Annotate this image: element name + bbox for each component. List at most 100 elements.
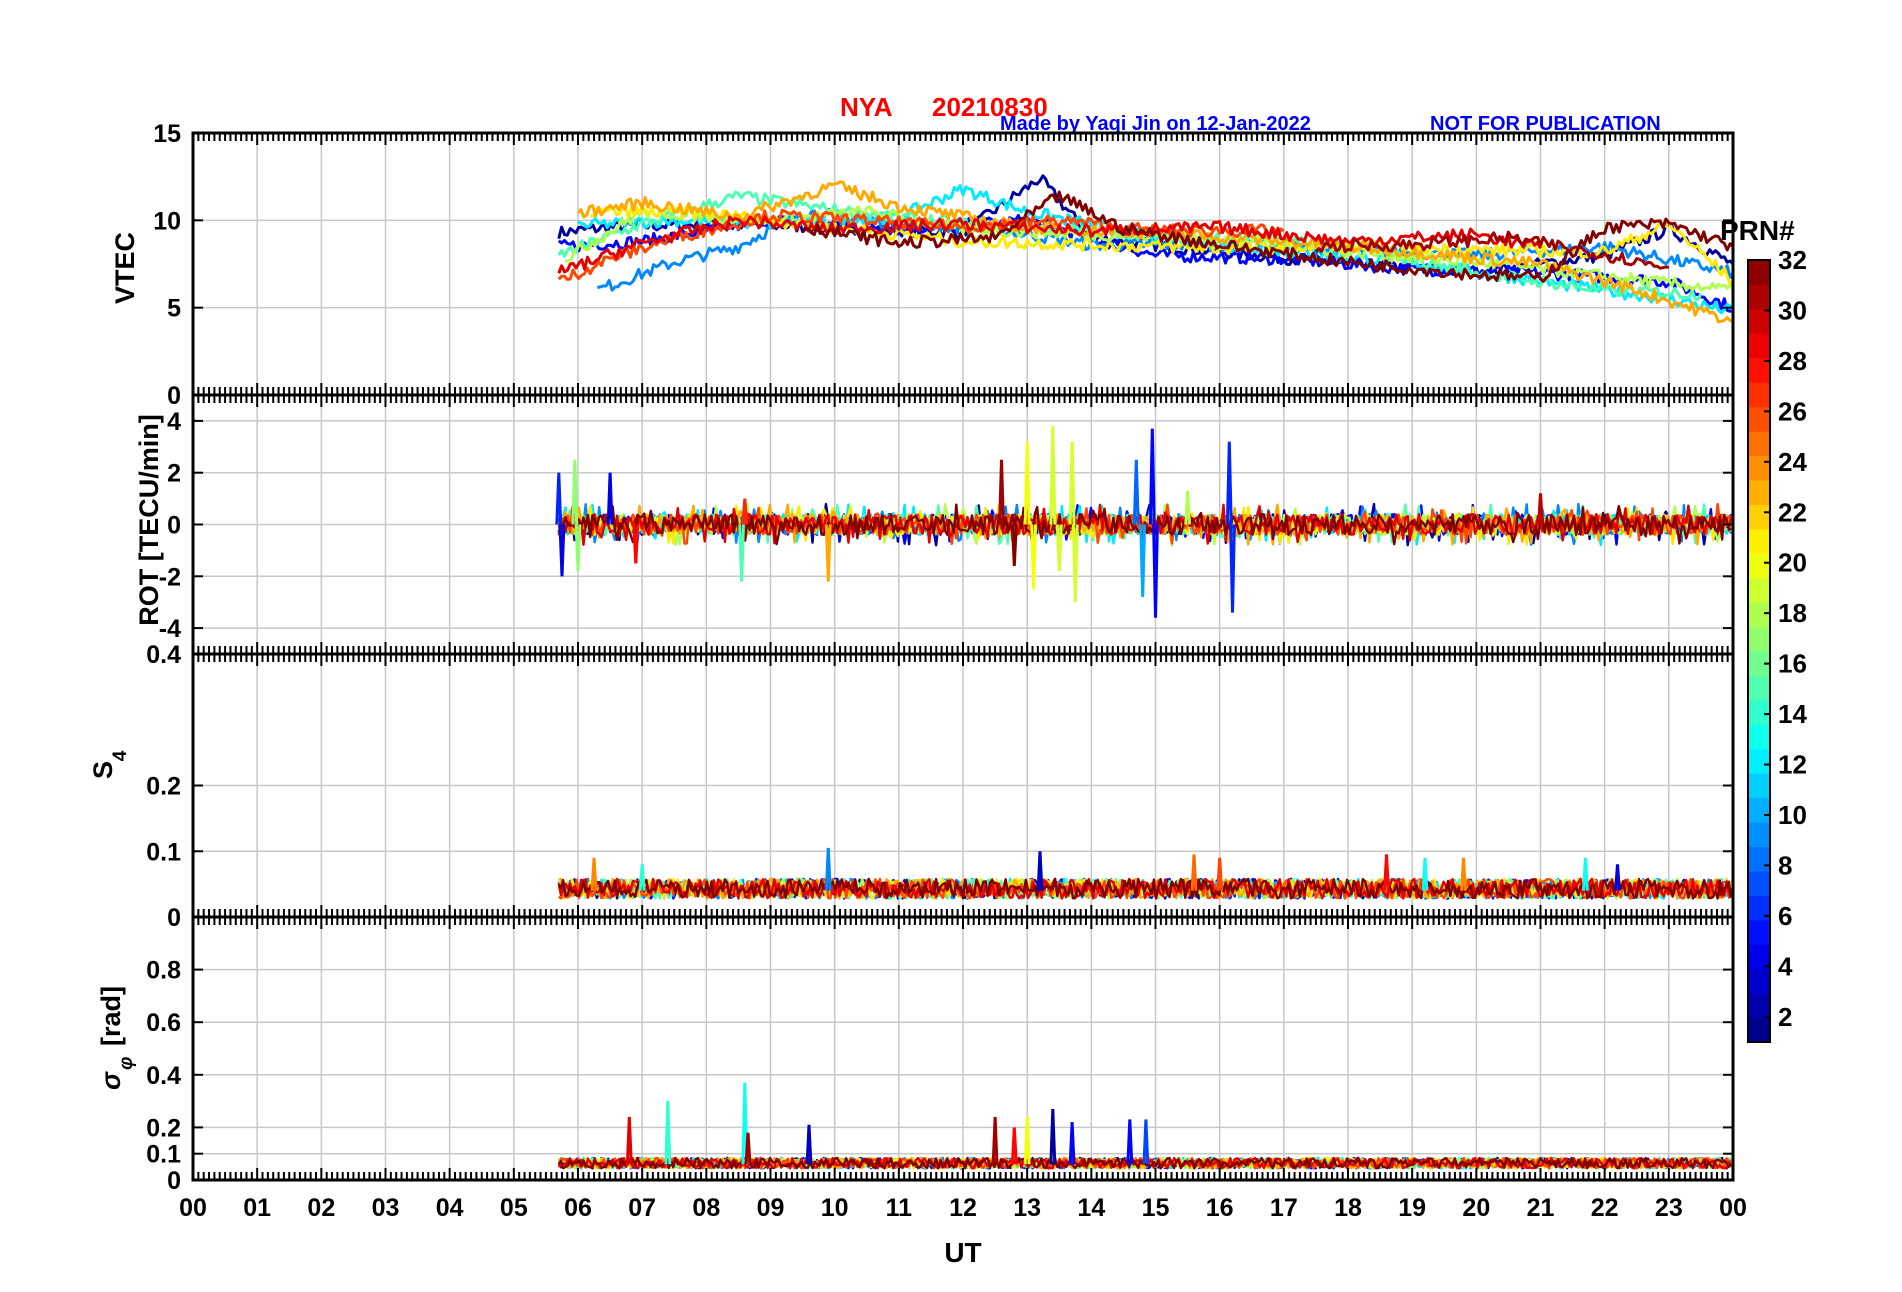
x-tick-label: 18	[1334, 1194, 1362, 1222]
colorbar-segment	[1748, 382, 1770, 408]
rot-spike	[1071, 524, 1079, 603]
sigma-spike	[991, 1116, 999, 1165]
rot-ytick-label: -2	[159, 563, 181, 591]
station-title: NYA	[840, 92, 893, 122]
x-tick-label: 05	[500, 1194, 528, 1222]
x-tick-label: 07	[628, 1194, 656, 1222]
sigma-ytick-label: 0	[167, 1167, 181, 1195]
rot-spike	[1030, 524, 1037, 590]
rot-ylabel: ROT [TECU/min]	[134, 414, 164, 625]
colorbar-tick-label: 8	[1778, 850, 1792, 880]
x-tick-label: 19	[1398, 1194, 1426, 1222]
svg-text:σ: σ	[96, 1071, 126, 1090]
rot-spike	[1068, 441, 1076, 525]
colorbar-segment	[1748, 602, 1770, 628]
x-tick-label: 09	[757, 1194, 785, 1222]
vtec-ytick-label: 15	[153, 120, 181, 148]
x-tick-label: 13	[1013, 1194, 1041, 1222]
vtec-series-prn-21	[590, 205, 1733, 286]
sigma-spike	[805, 1124, 813, 1165]
rot-spike	[1537, 493, 1544, 525]
rot-spike	[1148, 428, 1156, 525]
x-tick-label: 23	[1655, 1194, 1683, 1222]
s4-spike	[1036, 851, 1044, 891]
rot-spike	[1049, 426, 1057, 525]
colorbar-tick-label: 2	[1778, 1002, 1792, 1032]
x-tick-label: 11	[886, 1194, 913, 1222]
colorbar-segment	[1748, 333, 1770, 359]
rot-data	[555, 426, 1733, 618]
svg-text:S: S	[88, 761, 118, 779]
sigma-spike	[1068, 1122, 1076, 1165]
colorbar-segment	[1748, 577, 1770, 603]
colorbar-segment	[1748, 528, 1770, 554]
colorbar-segment	[1748, 260, 1770, 286]
rot-spike	[741, 498, 749, 525]
colorbar-segment	[1748, 895, 1770, 921]
vtec-ytick-label: 0	[167, 382, 181, 410]
vtec-data	[557, 174, 1733, 324]
x-tick-label: 06	[564, 1194, 592, 1222]
rot-spike	[738, 524, 745, 582]
rot-spike	[824, 524, 832, 582]
x-tick-label: 00	[1719, 1194, 1747, 1222]
colorbar-segment	[1748, 846, 1770, 872]
sigma-spike	[1010, 1127, 1018, 1165]
colorbar-tick-label: 10	[1778, 800, 1807, 830]
vtec-ytick-label: 10	[153, 207, 181, 235]
colorbar-segment	[1748, 357, 1770, 383]
sigma-spike	[1126, 1119, 1134, 1165]
rot-spike	[1023, 441, 1031, 525]
rot-ytick-label: 4	[167, 408, 181, 436]
rot-spike	[1132, 459, 1140, 525]
x-tick-label: 12	[949, 1194, 977, 1222]
rot-spike	[606, 472, 614, 525]
vtec-panel: 0 5 10 15	[153, 120, 1735, 410]
s4-spike	[1190, 854, 1198, 891]
sigma-ytick-label: 0.8	[146, 957, 181, 985]
x-tick-label: 14	[1077, 1194, 1105, 1222]
rot-ytick-label: 2	[167, 460, 181, 488]
colorbar-segment	[1748, 431, 1770, 457]
x-tick-labels: 00 01 02 03 04 05 06 07 08 09 10 11 12 13 14 15 16 17 18 19…	[179, 1194, 1747, 1222]
colorbar-segment	[1748, 553, 1770, 579]
rot-spike	[571, 459, 579, 525]
x-tick-label: 15	[1142, 1194, 1170, 1222]
x-tick-label: 01	[243, 1194, 271, 1222]
vtec-ylabel: VTEC	[110, 232, 140, 304]
rot-trace-prn-32	[557, 503, 1732, 547]
colorbar-segment	[1748, 944, 1770, 970]
vtec-series-prn-31	[1314, 230, 1670, 270]
colorbar-segment	[1748, 406, 1770, 432]
colorbar-segment	[1748, 968, 1770, 994]
x-tick-label: 21	[1527, 1194, 1555, 1222]
s4-ylabel: S 4	[88, 750, 131, 779]
vtec-series-prn-29	[557, 215, 1542, 274]
s4-ytick-label: 0.4	[146, 641, 181, 669]
x-tick-label: 22	[1591, 1194, 1619, 1222]
s4-spike	[1421, 857, 1429, 891]
sigma-phi-ylabel: σ φ [rad]	[96, 986, 137, 1090]
colorbar-segment	[1748, 479, 1770, 505]
colorbar-tick-label: 12	[1778, 750, 1807, 780]
colorbar-tick-label: 22	[1778, 497, 1807, 527]
sigma-phi-panel: 00.10.2 0.4 0.6 0.8	[146, 915, 1735, 1195]
colorbar-label: PRN#	[1720, 215, 1795, 246]
colorbar-tick-label: 30	[1778, 295, 1807, 325]
s4-spike	[638, 864, 646, 891]
colorbar-segment	[1748, 919, 1770, 945]
colorbar-segment	[1748, 504, 1770, 530]
x-tick-label: 08	[692, 1194, 720, 1222]
sigma-ytick-label: 0.2	[146, 1114, 181, 1142]
s4-panel: 0 0.1 0.2 0.4	[146, 641, 1735, 932]
rot-spike	[1152, 524, 1159, 618]
rot-spike	[1184, 490, 1191, 525]
s4-ytick-label: 0	[167, 904, 181, 932]
colorbar-segment	[1748, 699, 1770, 725]
colorbar-segment	[1748, 626, 1770, 652]
x-tick-label: 03	[372, 1194, 400, 1222]
colorbar-segment	[1748, 993, 1770, 1019]
colorbar-tick-label: 6	[1778, 901, 1792, 931]
